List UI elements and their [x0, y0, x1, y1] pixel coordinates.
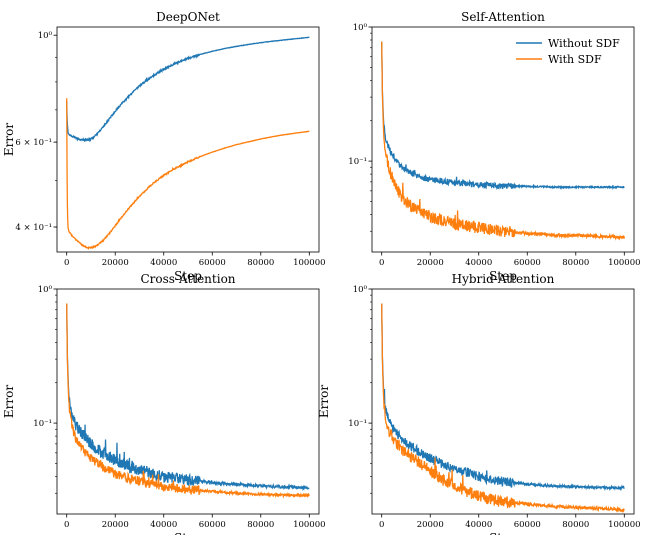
panel-1: 0 20000 40000 60000 80000 100000 10⁰ 6 × 10⁻¹ 4 … — [2, 10, 326, 283]
x-tick-label: 60000 — [514, 520, 541, 530]
series-line-with-sdf — [381, 303, 625, 513]
x-tick-label: 80000 — [247, 520, 274, 530]
chart-title: Self-Attention — [461, 10, 545, 24]
x-tick-label: 20000 — [417, 520, 444, 530]
legend: Without SDF With SDF — [516, 37, 620, 66]
legend-label: With SDF — [548, 53, 602, 66]
plot-frame — [56, 288, 320, 515]
x-tick-label: 40000 — [465, 258, 492, 268]
y-tick-label: 10⁻¹ — [348, 419, 367, 429]
x-tick-label: 0 — [379, 258, 384, 268]
series-line-without-sdf — [66, 303, 310, 492]
x-axis-label: Step — [489, 531, 517, 535]
x-tick-label: 80000 — [247, 258, 274, 268]
x-tick-label: 60000 — [199, 520, 226, 530]
x-tick-label: 80000 — [562, 520, 589, 530]
x-tick-label: 20000 — [102, 520, 129, 530]
plot-frame — [56, 26, 320, 253]
x-tick-label: 20000 — [102, 258, 129, 268]
x-tick-label: 100000 — [293, 520, 325, 530]
x-tick-label: 100000 — [608, 520, 640, 530]
y-axis-label: Error — [2, 123, 16, 156]
series-line-without-sdf — [381, 41, 625, 191]
x-tick-label: 40000 — [465, 520, 492, 530]
y-tick-label: 6 × 10⁻¹ — [15, 138, 52, 148]
chart-title: DeepONet — [156, 10, 220, 24]
chart-title: Hybrid-Attention — [452, 272, 555, 286]
x-tick-label: 20000 — [417, 258, 444, 268]
plot-frame — [371, 26, 635, 253]
y-axis-label: Error — [2, 385, 16, 418]
y-axis-label: Error — [317, 385, 331, 418]
x-tick-label: 100000 — [293, 258, 325, 268]
y-tick-label: 4 × 10⁻¹ — [15, 223, 52, 233]
series-line-without-sdf — [381, 303, 625, 492]
x-tick-label: 100000 — [608, 258, 640, 268]
legend-label: Without SDF — [548, 37, 620, 50]
x-tick-label: 80000 — [562, 258, 589, 268]
y-tick-label: 10⁻¹ — [33, 419, 52, 429]
y-tick-label: 10⁰ — [353, 23, 368, 33]
y-tick-label: 10⁰ — [38, 285, 53, 295]
x-tick-label: 40000 — [150, 258, 177, 268]
series-line-without-sdf — [66, 36, 310, 143]
y-tick-label: 10⁰ — [38, 31, 53, 41]
plot-frame — [371, 288, 635, 515]
x-axis-label: Step — [174, 531, 202, 535]
series-line-with-sdf — [66, 98, 310, 250]
y-tick-label: 10⁻¹ — [348, 157, 367, 167]
chart-title: Cross-Attention — [140, 272, 235, 286]
x-tick-label: 60000 — [514, 258, 541, 268]
x-tick-label: 0 — [64, 520, 69, 530]
x-tick-label: 0 — [379, 520, 384, 530]
series-line-with-sdf — [381, 41, 625, 241]
x-tick-label: 40000 — [150, 520, 177, 530]
x-axis-label: Step — [489, 269, 517, 283]
y-tick-label: 10⁰ — [353, 285, 368, 295]
panel-4: 0 20000 40000 60000 80000 100000 10⁰ 10⁻¹ Hybrid… — [317, 272, 641, 535]
x-tick-label: 60000 — [199, 258, 226, 268]
series-line-with-sdf — [66, 303, 310, 499]
panel-2: 0 20000 40000 60000 80000 100000 10⁰ 10⁻¹ Self-A… — [348, 10, 640, 283]
x-axis-label: Step — [174, 269, 202, 283]
x-tick-label: 0 — [64, 258, 69, 268]
panel-3: 0 20000 40000 60000 80000 100000 10⁰ 10⁻¹ Cross-… — [2, 272, 326, 535]
